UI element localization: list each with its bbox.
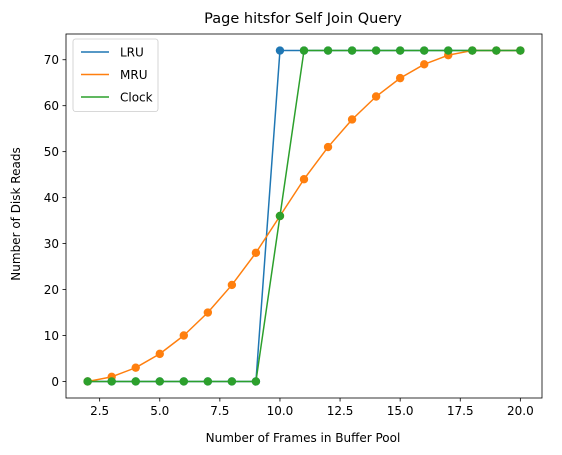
data-point-clock [444,46,453,55]
data-point-clock [395,46,405,55]
x-tick-label: 2.5 [90,404,109,418]
y-tick-label: 20 [44,283,59,297]
data-point-clock [155,377,164,386]
chart-title: Page hitsfor Self Join Query [204,11,402,27]
legend-label-lru: LRU [120,45,144,59]
data-point-clock [227,377,237,386]
data-point-mru [299,175,309,184]
data-point-mru [395,73,405,83]
x-tick-label: 5.0 [150,404,169,418]
data-point-mru [131,363,140,372]
y-tick-label: 30 [44,237,59,251]
data-point-mru [203,308,213,317]
legend: LRU MRU Clock [72,38,159,112]
data-point-clock [492,46,501,55]
y-tick-label: 50 [44,145,59,159]
data-point-clock [179,377,188,386]
series-clock [83,46,525,386]
data-point-mru [323,142,333,152]
y-tick-label: 0 [51,375,59,389]
x-axis-title: Number of Frames in Buffer Pool [206,431,401,445]
y-tick-label: 40 [44,191,59,205]
x-tick-label: 15.0 [387,404,414,418]
data-point-clock [420,46,429,55]
data-point-mru [227,280,237,290]
x-tick-label: 7.5 [210,404,229,418]
x-axis: 2.5 5.0 7.5 10.0 12.5 15.0 17.5 20.0 [90,398,534,418]
x-tick-label: 10.0 [267,404,294,418]
data-point-lru [275,46,285,55]
x-tick-label: 20.0 [507,404,534,418]
y-tick-label: 10 [44,329,59,343]
legend-box [72,38,159,112]
data-point-clock [516,46,525,55]
y-axis: 0 10 20 30 40 50 60 70 [44,53,66,389]
data-point-clock [347,46,357,55]
data-point-clock [107,377,116,386]
data-point-clock [203,377,213,386]
plot-frame [65,33,543,399]
x-tick-label: 17.5 [447,404,474,418]
data-point-mru [420,60,429,69]
data-point-mru [179,331,188,340]
data-point-clock [468,46,477,55]
y-tick-label: 60 [44,99,59,113]
y-tick-label: 70 [44,53,59,67]
data-point-clock [251,377,261,386]
data-point-clock [299,46,309,55]
data-point-mru [371,92,381,101]
plot-area [65,33,543,399]
data-point-mru [347,115,357,124]
data-point-clock [323,46,333,55]
legend-label-mru: MRU [120,68,147,82]
data-point-mru [155,349,164,359]
data-point-clock [83,377,92,386]
data-point-clock [275,211,285,221]
y-axis-title: Number of Disk Reads [9,147,23,280]
data-point-clock [371,46,381,55]
x-tick-label: 12.5 [327,404,354,418]
series-layer [83,46,525,386]
data-point-mru [251,248,261,257]
legend-label-clock: Clock [120,90,153,104]
data-point-clock [131,377,140,386]
